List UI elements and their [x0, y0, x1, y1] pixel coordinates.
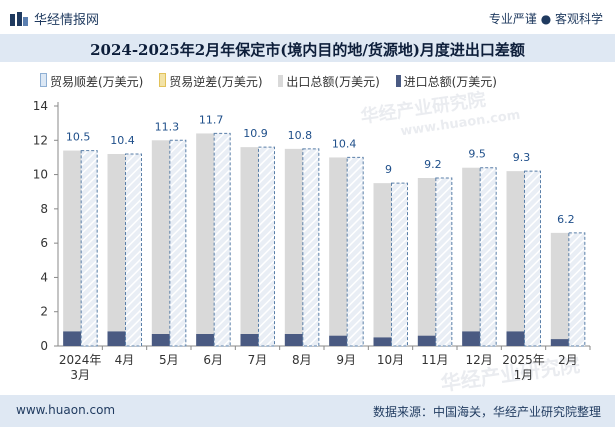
surplus-value-label-1: 10.4 — [110, 134, 135, 147]
surplus-value-label-7: 9 — [385, 163, 392, 176]
y-tick-label-8: 8 — [40, 202, 48, 216]
surplus-value-label-10: 9.3 — [513, 151, 531, 164]
export-bar-4 — [240, 147, 259, 346]
import-bar-10 — [506, 331, 525, 346]
import-bar-1 — [107, 331, 126, 346]
y-tick-label-12: 12 — [33, 133, 48, 147]
x-tick-label-0-line-1: 3月 — [70, 368, 90, 382]
surplus-value-label-11: 6.2 — [557, 213, 575, 226]
legend-label-surplus: 贸易顺差(万美元) — [50, 75, 144, 89]
surplus-bar-11 — [568, 232, 586, 347]
export-bar-9 — [462, 167, 481, 346]
x-tick-label-4: 7月 — [248, 353, 268, 367]
x-tick-label-10-line-1: 1月 — [514, 368, 534, 382]
import-bar-0 — [63, 331, 82, 346]
legend-swatch-deficit — [159, 73, 167, 87]
x-tick-label-6: 9月 — [336, 353, 356, 367]
export-bar-3 — [196, 133, 215, 346]
surplus-value-label-0: 10.5 — [66, 131, 91, 144]
export-bar-8 — [417, 178, 436, 346]
title-bar: 2024-2025年2月年保定市(境内目的地/货源地)月度进出口差额 — [0, 34, 615, 62]
import-bar-11 — [550, 339, 569, 346]
surplus-value-label-6: 10.4 — [332, 137, 357, 150]
legend-item-deficit: 贸易逆差(万美元) — [159, 73, 263, 90]
surplus-bar-10 — [524, 170, 541, 347]
export-bar-0 — [63, 150, 82, 346]
y-tick-label-6: 6 — [40, 236, 48, 250]
export-bar-2 — [151, 140, 170, 346]
surplus-bar-1 — [125, 153, 142, 347]
legend-label-export: 出口总额(万美元) — [286, 75, 380, 89]
import-bar-5 — [284, 334, 303, 346]
footer-site: www.huaon.com — [16, 403, 116, 417]
import-bar-6 — [329, 335, 348, 346]
surplus-bar-6 — [346, 156, 364, 347]
import-bar-7 — [373, 337, 392, 346]
brand: 华经情报网 — [10, 9, 99, 28]
surplus-value-label-5: 10.8 — [288, 129, 313, 142]
legend-label-deficit: 贸易逆差(万美元) — [169, 75, 263, 89]
y-tick-label-10: 10 — [33, 168, 48, 182]
x-tick-label-9: 12月 — [466, 353, 493, 367]
x-tick-label-7: 10月 — [377, 353, 404, 367]
surplus-value-label-8: 9.2 — [424, 158, 442, 171]
legend: 贸易顺差(万美元) 贸易逆差(万美元) 出口总额(万美元) 进口总额(万美元) — [40, 73, 509, 90]
import-bar-9 — [462, 331, 481, 346]
x-tick-label-8: 11月 — [421, 353, 448, 367]
surplus-bar-7 — [391, 182, 408, 347]
tagline: 专业严谨 ● 客观科学 — [488, 12, 603, 26]
export-bar-11 — [550, 232, 569, 346]
export-bar-5 — [284, 148, 303, 346]
footer-source: 数据来源：中国海关，华经产业研究院整理 — [372, 405, 601, 419]
x-tick-label-3: 6月 — [203, 353, 223, 367]
x-tick-label-10-line-0: 2025年 — [502, 353, 545, 367]
export-bar-7 — [373, 183, 392, 346]
surplus-value-label-2: 11.3 — [155, 120, 180, 133]
x-tick-label-11: 2月 — [558, 353, 578, 367]
surplus-value-label-4: 10.9 — [243, 127, 268, 140]
y-tick-label-14: 14 — [33, 99, 48, 113]
surplus-bar-2 — [169, 139, 187, 347]
export-bar-1 — [107, 154, 126, 346]
brand-logo-icon — [10, 12, 28, 26]
import-bar-8 — [417, 335, 436, 346]
legend-item-export: 出口总额(万美元) — [278, 73, 380, 90]
legend-label-import: 进口总额(万美元) — [403, 75, 497, 89]
legend-swatch-export — [278, 75, 284, 87]
import-bar-3 — [196, 334, 215, 346]
surplus-bar-4 — [258, 146, 275, 347]
import-bar-4 — [240, 334, 259, 346]
x-tick-label-2: 5月 — [159, 353, 179, 367]
legend-item-surplus: 贸易顺差(万美元) — [40, 73, 143, 90]
surplus-value-label-9: 9.5 — [468, 148, 486, 161]
legend-swatch-import — [395, 75, 401, 87]
export-bar-10 — [506, 171, 525, 346]
x-tick-label-1: 4月 — [115, 353, 135, 367]
surplus-bar-3 — [213, 132, 231, 347]
brand-name: 华经情报网 — [34, 13, 100, 28]
top-bar: 华经情报网 专业严谨 ● 客观科学 — [0, 0, 615, 34]
legend-item-import: 进口总额(万美元) — [395, 73, 497, 90]
surplus-bar-5 — [302, 148, 320, 347]
import-bar-2 — [151, 334, 170, 346]
y-tick-label-2: 2 — [40, 305, 48, 319]
footer-bar: www.huaon.com 数据来源：中国海关，华经产业研究院整理 — [0, 395, 615, 427]
x-tick-label-5: 8月 — [292, 353, 312, 367]
chart-title: 2024-2025年2月年保定市(境内目的地/货源地)月度进出口差额 — [90, 41, 525, 59]
y-tick-label-4: 4 — [40, 270, 48, 284]
legend-swatch-surplus — [40, 73, 47, 87]
y-tick-label-0: 0 — [40, 339, 48, 353]
export-bar-6 — [329, 157, 348, 346]
surplus-value-label-3: 11.7 — [199, 113, 224, 126]
surplus-bar-0 — [80, 150, 98, 347]
surplus-bar-9 — [479, 167, 497, 347]
x-tick-label-0-line-0: 2024年 — [59, 353, 102, 367]
surplus-bar-8 — [435, 177, 453, 347]
